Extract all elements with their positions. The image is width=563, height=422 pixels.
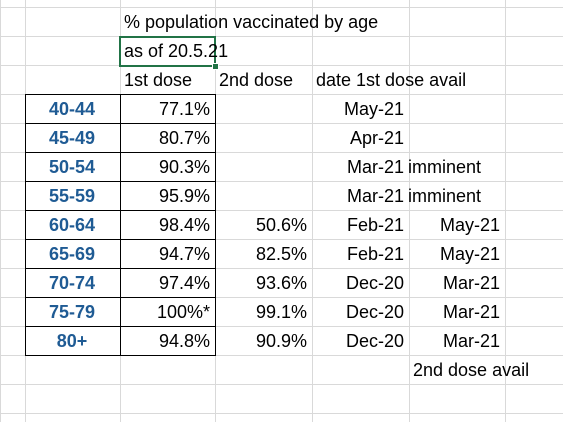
- cell-text: % population vaccinated by age: [124, 11, 379, 32]
- cell-text: 82.5%: [255, 243, 307, 264]
- cell-text: Mar-21: [442, 330, 500, 351]
- grid-line: [0, 65, 563, 66]
- cell-text: 94.8%: [158, 330, 210, 351]
- grid-line: [0, 0, 1, 422]
- fill-handle[interactable]: [212, 63, 219, 70]
- cell-text: 40-44: [48, 98, 96, 119]
- cell-text: 94.7%: [158, 243, 210, 264]
- cell-text: 93.6%: [255, 272, 307, 293]
- cell-text: 60-64: [48, 214, 96, 235]
- cell-text: 1st dose: [124, 69, 193, 90]
- cell-text: 98.4%: [158, 214, 210, 235]
- cell-text: imminent: [408, 185, 482, 206]
- cell-text: Feb-21: [346, 243, 404, 264]
- grid-line: [0, 384, 563, 385]
- cell-text: 50-54: [48, 156, 96, 177]
- cell-text: date 1st dose avail: [316, 69, 467, 90]
- selected-cell[interactable]: [119, 36, 216, 67]
- cell-text: 90.3%: [158, 156, 210, 177]
- grid-line: [0, 123, 563, 124]
- cell-text: 90.9%: [255, 330, 307, 351]
- grid-line: [0, 239, 563, 240]
- cell-text: Dec-20: [345, 272, 404, 293]
- grid-line: [0, 7, 563, 8]
- cell-text: 77.1%: [158, 98, 210, 119]
- cell-text: 75-79: [48, 301, 96, 322]
- grid-line: [409, 0, 410, 422]
- cell-text: Apr-21: [349, 127, 404, 148]
- cell-text: May-21: [439, 243, 500, 264]
- cell-text: Mar-21: [442, 272, 500, 293]
- cell-text: imminent: [408, 156, 482, 177]
- cell-text: 45-49: [48, 127, 96, 148]
- cell-text: 2nd dose: [219, 69, 294, 90]
- cell-text: as of 20.5.21: [124, 40, 229, 61]
- cell-text: 97.4%: [158, 272, 210, 293]
- grid-line: [0, 326, 563, 327]
- cell-text: 95.9%: [158, 185, 210, 206]
- grid-line: [0, 413, 563, 414]
- cell-text: Dec-20: [345, 301, 404, 322]
- cell-text: 80.7%: [158, 127, 210, 148]
- grid-line: [0, 268, 563, 269]
- grid-line: [505, 0, 506, 422]
- grid-line: [0, 36, 563, 37]
- cell-text: 65-69: [48, 243, 96, 264]
- cell-text: 50.6%: [255, 214, 307, 235]
- grid-line: [0, 210, 563, 211]
- cell-text: May-21: [439, 214, 500, 235]
- cell-text: Dec-20: [345, 330, 404, 351]
- cell-text: 55-59: [48, 185, 96, 206]
- grid-line: [0, 355, 563, 356]
- grid-line: [312, 0, 313, 422]
- cell-text: 99.1%: [255, 301, 307, 322]
- cell-text: 2nd dose avail: [413, 359, 530, 380]
- cell-text: Feb-21: [346, 214, 404, 235]
- cell-text: Mar-21: [346, 185, 404, 206]
- grid-line: [0, 297, 563, 298]
- cell-border: [120, 325, 216, 356]
- grid-line: [0, 94, 563, 95]
- cell-text: 100%*: [156, 301, 210, 322]
- grid-line: [0, 181, 563, 182]
- cell-text: Mar-21: [442, 301, 500, 322]
- cell-text: May-21: [343, 98, 404, 119]
- cell-text: 80+: [56, 330, 88, 351]
- cell-text: Mar-21: [346, 156, 404, 177]
- cell-text: 70-74: [48, 272, 96, 293]
- grid-line: [0, 152, 563, 153]
